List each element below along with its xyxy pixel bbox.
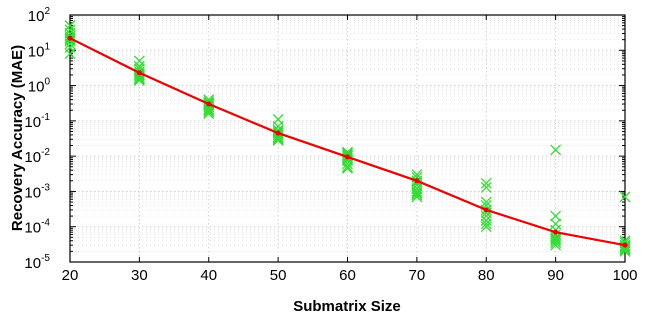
trial-marker <box>480 218 492 230</box>
trial-marker <box>550 237 562 249</box>
mean-point <box>553 229 559 235</box>
trial-marker <box>342 161 353 173</box>
y-tick-label: 102 <box>28 6 51 25</box>
trial-marker <box>272 134 284 146</box>
trial-marker <box>550 231 562 243</box>
y-tick-exponent: -1 <box>41 112 50 123</box>
y-tick-base: 10 <box>28 8 45 25</box>
trial-marker <box>411 185 423 197</box>
trial-marker <box>203 106 215 118</box>
trial-marker <box>411 191 423 203</box>
x-tick-label: 90 <box>547 267 564 284</box>
mean-point <box>483 207 489 213</box>
mean-point <box>206 101 212 107</box>
y-tick-exponent: -4 <box>41 218 50 229</box>
trial-marker <box>203 108 215 120</box>
trial-marker <box>133 74 145 86</box>
x-axis-title: Submatrix Size <box>293 298 401 315</box>
trial-marker <box>133 55 145 67</box>
axis-ticks <box>69 14 626 263</box>
y-tick-label: 10-3 <box>24 182 50 201</box>
trial-marker <box>342 158 353 170</box>
trial-marker <box>550 235 562 247</box>
y-tick-base: 10 <box>24 184 41 201</box>
y-tick-label: 10-5 <box>24 253 50 272</box>
y-tick-exponent: 0 <box>44 77 50 88</box>
y-tick-label: 101 <box>28 41 51 60</box>
y-axis-title: Recovery Accuracy (MAE) <box>9 45 26 231</box>
grid <box>70 15 625 262</box>
x-tick-labels: 20 30 40 50 60 70 80 90 100 <box>62 267 638 284</box>
x-tick-label: 100 <box>612 267 637 284</box>
y-tick-exponent: -2 <box>41 147 50 158</box>
mean-point <box>275 130 281 136</box>
trial-marker <box>619 191 631 203</box>
trial-marker <box>64 48 76 60</box>
mean-point <box>622 242 628 248</box>
trial-marker <box>550 210 562 222</box>
trial-marker <box>411 189 423 201</box>
y-tick-base: 10 <box>24 220 41 237</box>
trial-marker <box>480 196 492 208</box>
trial-marker <box>619 244 631 256</box>
x-tick-label: 40 <box>200 267 217 284</box>
y-tick-label: 100 <box>28 77 51 96</box>
x-tick-label: 20 <box>62 267 79 284</box>
trial-marker <box>411 187 423 199</box>
trial-marker <box>619 245 631 257</box>
trial-marker <box>203 104 215 116</box>
y-tick-base: 10 <box>24 114 41 131</box>
x-tick-label: 30 <box>131 267 148 284</box>
trial-marker <box>64 20 76 32</box>
trial-marker <box>480 221 492 233</box>
x-tick-label: 60 <box>339 267 356 284</box>
mean-point <box>136 70 142 76</box>
y-tick-exponent: 2 <box>44 6 50 17</box>
y-tick-exponent: -3 <box>41 182 50 193</box>
trial-marker <box>272 133 284 145</box>
y-tick-exponent: -5 <box>41 253 50 264</box>
y-tick-base: 10 <box>24 255 41 272</box>
mean-point <box>67 35 73 41</box>
trial-marker <box>550 144 562 156</box>
trial-marker <box>342 162 353 174</box>
y-tick-base: 10 <box>28 43 45 60</box>
trial-marker <box>550 239 562 251</box>
trial-marker <box>480 210 492 222</box>
x-tick-label: 50 <box>270 267 287 284</box>
x-tick-label: 80 <box>478 267 495 284</box>
mean-point <box>414 178 420 184</box>
y-tick-base: 10 <box>28 79 45 96</box>
x-tick-label: 70 <box>409 267 426 284</box>
trial-marker <box>480 181 492 193</box>
y-tick-base: 10 <box>24 149 41 166</box>
y-tick-label: 10-2 <box>24 147 50 166</box>
mean-line <box>69 37 626 247</box>
y-tick-exponent: 1 <box>44 41 50 52</box>
mean-series <box>67 35 628 248</box>
y-tick-label: 10-1 <box>24 112 50 131</box>
mean-point <box>345 154 350 160</box>
trial-marker <box>480 177 492 189</box>
y-tick-label: 10-4 <box>24 218 50 237</box>
trial-marker <box>133 73 145 85</box>
